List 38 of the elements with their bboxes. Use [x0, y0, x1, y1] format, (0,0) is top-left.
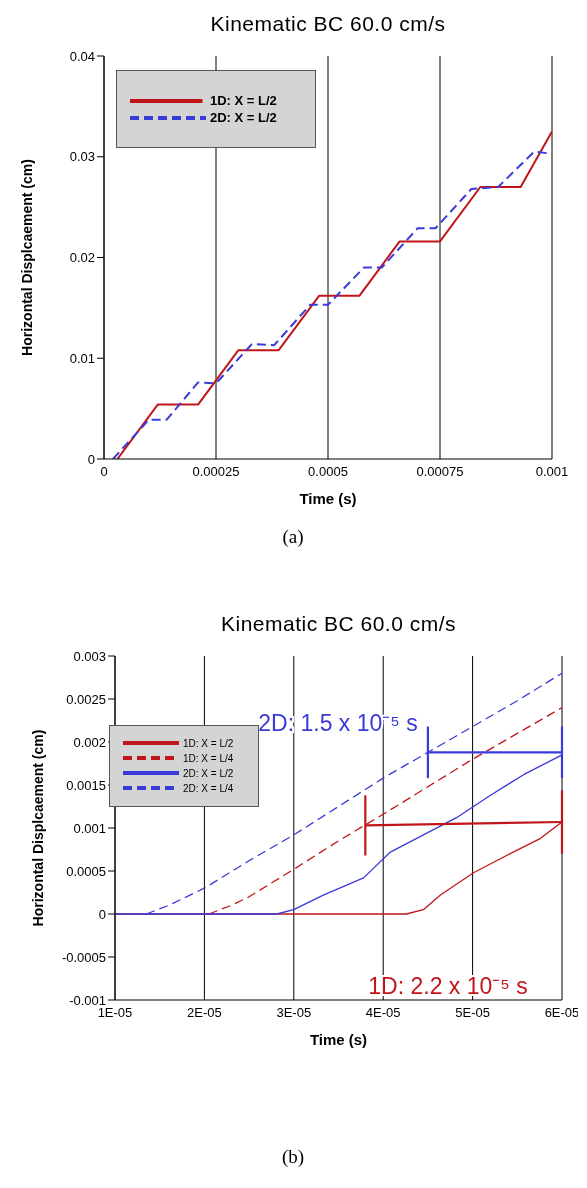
y-tick-label: 0.001 — [73, 820, 106, 836]
y-tick-label: 0.0025 — [66, 691, 106, 707]
y-tick-label: 0 — [87, 451, 95, 467]
x-tick-label: 3E-05 — [276, 1005, 312, 1021]
chart-title: Kinematic BC 60.0 cm/s — [219, 612, 458, 636]
y-tick-label: 0.003 — [73, 648, 106, 664]
x-axis-title: Time (s) — [299, 490, 357, 507]
y-tick-label: 0.002 — [73, 734, 106, 750]
x-tick-label: 4E-05 — [365, 1005, 401, 1021]
text: (a) — [281, 526, 305, 548]
chart-title: Kinematic BC 60.0 cm/s — [209, 12, 447, 36]
legend-label: 1D: X = L/2 — [210, 93, 277, 108]
y-tick-label: 0.02 — [69, 250, 95, 266]
legend-label: 1D: X = L/4 — [183, 752, 234, 764]
x-tick-label: 0.00025 — [192, 464, 240, 480]
y-tick-label: 0.03 — [69, 149, 95, 165]
legend-label: 2D: X = L/4 — [183, 782, 234, 794]
x-tick-label: 0.001 — [535, 464, 569, 480]
legend-label: 2D: X = L/2 — [210, 110, 277, 125]
legend-label: 1D: X = L/2 — [183, 737, 234, 749]
y-tick-label: -0.0005 — [61, 949, 106, 965]
x-axis-title: Time (s) — [309, 1031, 368, 1048]
y-tick-label: 0 — [98, 906, 106, 922]
x-tick-label: 6E-05 — [544, 1005, 580, 1021]
x-tick-label: 0.00075 — [416, 464, 464, 480]
x-tick-label: 2E-05 — [187, 1005, 222, 1021]
x-tick-label: 1E-05 — [97, 1005, 133, 1021]
y-tick-label: 0.04 — [69, 48, 95, 64]
y-tick-label: 0.0015 — [66, 777, 106, 793]
x-tick-label: 0.0005 — [308, 464, 348, 480]
y-axis-title: Horizontal Displcaement (cm) — [30, 729, 46, 927]
y-tick-label: 0.0005 — [66, 863, 106, 879]
text: (b) — [280, 1146, 306, 1168]
y-tick-label: -0.001 — [69, 992, 106, 1008]
y-axis-title: Horizontal Displcaement (cm) — [19, 159, 35, 356]
y-tick-label: 0.01 — [69, 350, 95, 366]
legend-label: 2D: X = L/2 — [183, 767, 234, 779]
x-tick-label: 5E-05 — [455, 1005, 490, 1021]
